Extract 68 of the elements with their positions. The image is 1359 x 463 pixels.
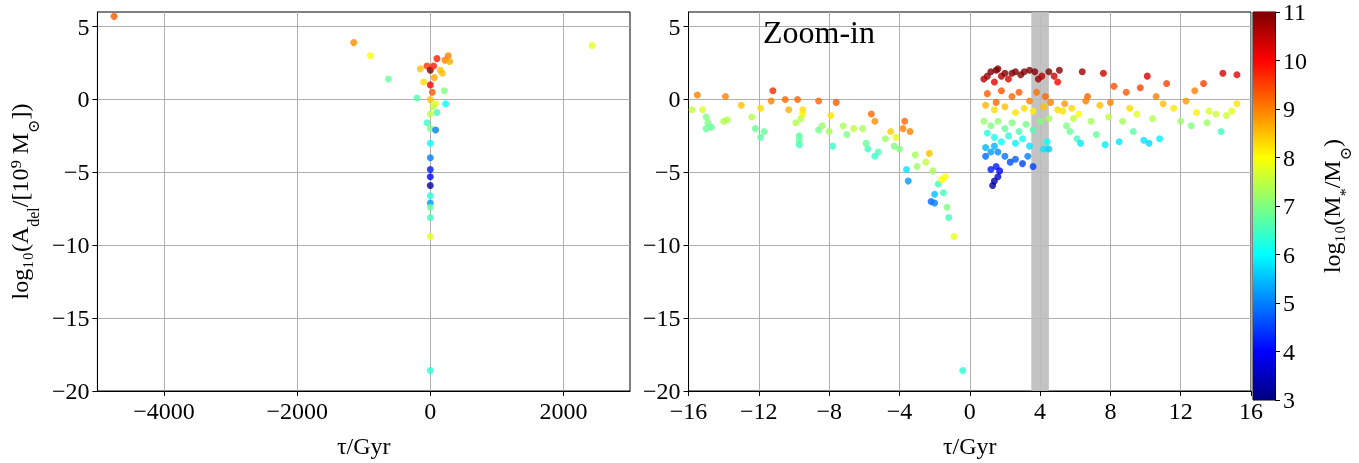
x-tick-label: 16 (1239, 398, 1263, 424)
point (426, 154, 434, 162)
y-tick-label: 5 (668, 13, 681, 40)
point (426, 139, 434, 147)
y-tick-label: 0 (77, 86, 90, 113)
x-tick-label: −2000 (266, 398, 328, 424)
y-tick-label: 5 (77, 13, 90, 40)
point (416, 65, 424, 73)
point (426, 173, 434, 181)
point (426, 181, 434, 189)
y-tick-label: 0 (668, 86, 681, 113)
color-bar-label: 8 (1283, 144, 1295, 171)
color-bar-label: 10 (1283, 47, 1307, 74)
point (442, 100, 450, 108)
x-tick-label: 4 (1034, 398, 1047, 424)
color-bar-label: 5 (1283, 290, 1295, 316)
y-tick-label: −20 (51, 378, 90, 404)
point (384, 75, 392, 83)
x-tick-label: 8 (1104, 398, 1117, 424)
point (350, 39, 358, 47)
point (110, 12, 118, 20)
point (430, 62, 438, 70)
x-tick-label: 2000 (539, 398, 588, 424)
x-tick-label: 0 (963, 398, 976, 424)
x-tick-label: −12 (740, 398, 778, 424)
point (366, 52, 374, 60)
y-tick-label: −15 (51, 305, 90, 332)
y-tick-label: −5 (654, 159, 681, 186)
y-tick-label: −15 (642, 305, 681, 332)
point (444, 52, 452, 60)
point (426, 95, 434, 103)
point (426, 192, 434, 200)
x-tick-label: 12 (1168, 398, 1193, 424)
x-tick-label: 0 (424, 398, 437, 424)
color-bar-label: 4 (1283, 338, 1295, 365)
x-tick-label: −8 (816, 398, 842, 424)
point (433, 109, 441, 117)
point (426, 110, 434, 118)
point (446, 58, 454, 66)
point (432, 126, 440, 134)
x-axis-title: τ/Gyr (942, 433, 997, 459)
point (433, 55, 441, 63)
color-bar-label: 7 (1283, 193, 1295, 219)
point (426, 81, 434, 89)
y-axis-title: log₁₀(Adel/[10⁹ M⊙]) (7, 103, 42, 300)
color-bar-label: 3 (1283, 387, 1295, 413)
point (588, 42, 596, 50)
color-bar-label: 11 (1283, 0, 1307, 25)
color-bar-title: log₁₀(M*/M⊙) (1319, 138, 1354, 274)
x-tick-label: −4000 (133, 398, 195, 424)
point (428, 88, 436, 96)
y-tick-label: −10 (642, 232, 681, 259)
point (420, 78, 428, 86)
point (426, 367, 434, 375)
point (426, 165, 434, 173)
x-axis-title: τ/Gyr (336, 433, 391, 459)
point (430, 74, 438, 82)
point (426, 203, 434, 211)
point (440, 87, 448, 95)
color-bar-label: 6 (1283, 241, 1295, 268)
color-bar-label: 9 (1283, 96, 1295, 122)
point (426, 232, 434, 240)
x-tick-label: −4 (886, 398, 913, 424)
y-tick-label: −5 (63, 159, 90, 186)
point (426, 214, 434, 222)
annotation: Zoom-in (763, 14, 875, 50)
y-tick-label: −10 (51, 232, 90, 259)
point (423, 119, 431, 127)
